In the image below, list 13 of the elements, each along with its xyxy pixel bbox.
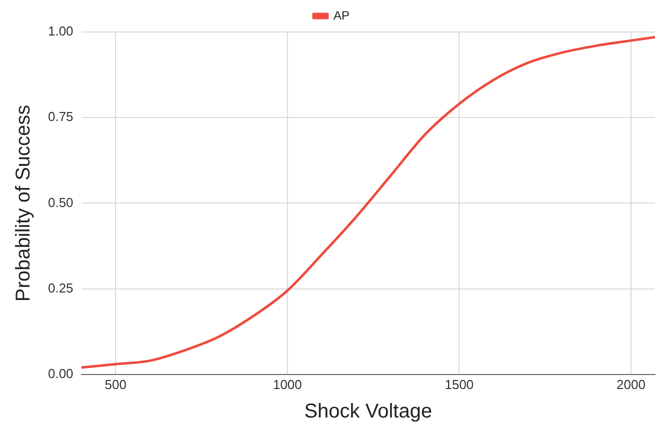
y-tick-label: 0.75 xyxy=(48,109,74,124)
y-axis-title: Probability of Success xyxy=(12,104,35,302)
y-tick-label: 1.00 xyxy=(48,24,74,39)
y-tick-label: 0.00 xyxy=(48,366,74,381)
legend-label: AP xyxy=(333,8,350,22)
x-tick-label: 1000 xyxy=(272,376,302,392)
line-series xyxy=(81,36,655,369)
x-tick-label: 1500 xyxy=(444,376,474,392)
x-axis-title: Shock Voltage xyxy=(304,400,432,423)
x-tick-label: 2000 xyxy=(616,376,646,392)
y-tick-label: 0.50 xyxy=(48,194,74,210)
x-tick-label: 500 xyxy=(104,376,127,392)
y-tick-label: 0.25 xyxy=(48,280,74,296)
